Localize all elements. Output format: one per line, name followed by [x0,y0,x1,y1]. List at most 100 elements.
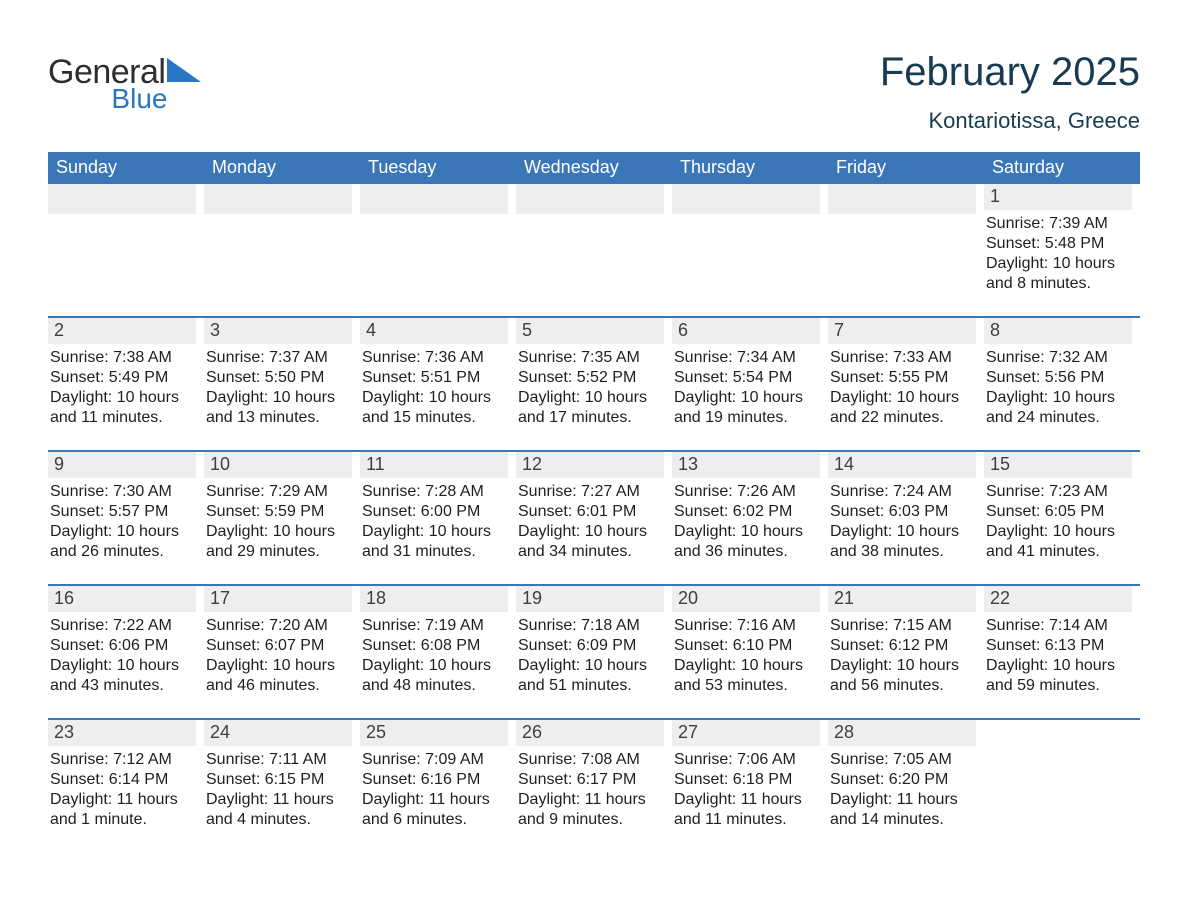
sunset-text: Sunset: 6:15 PM [206,770,352,790]
daylight-text: Daylight: 10 hours and 41 minutes. [986,522,1132,562]
daylight-text: Daylight: 11 hours and 1 minute. [50,790,196,830]
sunset-text: Sunset: 6:09 PM [518,636,664,656]
location-subtitle: Kontariotissa, Greece [880,108,1140,134]
sunrise-text: Sunrise: 7:23 AM [986,482,1132,502]
sunset-text: Sunset: 5:57 PM [50,502,196,522]
day-details: Sunrise: 7:22 AMSunset: 6:06 PMDaylight:… [48,616,196,696]
sunset-text: Sunset: 6:18 PM [674,770,820,790]
calendar-cell: 15Sunrise: 7:23 AMSunset: 6:05 PMDayligh… [984,452,1140,562]
calendar-rows: 1Sunrise: 7:39 AMSunset: 5:48 PMDaylight… [48,184,1140,830]
sunset-text: Sunset: 5:54 PM [674,368,820,388]
sunset-text: Sunset: 6:14 PM [50,770,196,790]
daylight-text: Daylight: 10 hours and 19 minutes. [674,388,820,428]
sunrise-text: Sunrise: 7:05 AM [830,750,976,770]
day-number-strip: 8 [984,318,1132,344]
brand-text: General Blue [48,56,165,113]
calendar-cell: 6 Sunrise: 7:34 AMSunset: 5:54 PMDaylight… [672,318,828,428]
calendar-cell: 9Sunrise: 7:30 AMSunset: 5:57 PMDaylight… [48,452,204,562]
day-number-strip: 7 [828,318,976,344]
daylight-text: Daylight: 10 hours and 26 minutes. [50,522,196,562]
calendar-cell: 10Sunrise: 7:29 AMSunset: 5:59 PMDayligh… [204,452,360,562]
calendar-cell: 11Sunrise: 7:28 AMSunset: 6:00 PMDayligh… [360,452,516,562]
calendar-cell: 2Sunrise: 7:38 AMSunset: 5:49 PMDaylight… [48,318,204,428]
sunrise-text: Sunrise: 7:29 AM [206,482,352,502]
calendar-cell: 18Sunrise: 7:19 AMSunset: 6:08 PMDayligh… [360,586,516,696]
sunrise-text: Sunrise: 7:24 AM [830,482,976,502]
sunset-text: Sunset: 6:03 PM [830,502,976,522]
calendar-cell: 21 Sunrise: 7:15 AMSunset: 6:12 PMDayligh… [828,586,984,696]
day-number-strip [984,720,1132,750]
calendar-week: 2Sunrise: 7:38 AMSunset: 5:49 PMDaylight… [48,316,1140,428]
brand-logo: General Blue [48,56,201,113]
day-details: Sunrise: 7:16 AMSunset: 6:10 PMDaylight:… [672,616,820,696]
brand-triangle-icon [167,58,201,87]
day-details: Sunrise: 7:05 AMSunset: 6:20 PMDaylight:… [828,750,976,830]
day-number-strip: 10 [204,452,352,478]
daylight-text: Daylight: 11 hours and 4 minutes. [206,790,352,830]
day-details: Sunrise: 7:30 AMSunset: 5:57 PMDaylight:… [48,482,196,562]
sunrise-text: Sunrise: 7:37 AM [206,348,352,368]
daylight-text: Daylight: 10 hours and 38 minutes. [830,522,976,562]
day-number-strip [360,184,508,214]
day-number-strip: 6 [672,318,820,344]
daylight-text: Daylight: 11 hours and 14 minutes. [830,790,976,830]
day-number-strip: 4 [360,318,508,344]
day-number-strip [672,184,820,214]
day-details: Sunrise: 7:15 AMSunset: 6:12 PMDaylight:… [828,616,976,696]
calendar-cell-empty [828,184,984,294]
sunrise-text: Sunrise: 7:38 AM [50,348,196,368]
daylight-text: Daylight: 10 hours and 53 minutes. [674,656,820,696]
day-details: Sunrise: 7:37 AMSunset: 5:50 PMDaylight:… [204,348,352,428]
daylight-text: Daylight: 10 hours and 13 minutes. [206,388,352,428]
page-header: General Blue February 2025 Kontariotissa… [48,50,1140,134]
sunrise-text: Sunrise: 7:20 AM [206,616,352,636]
day-number-strip: 2 [48,318,196,344]
day-number-strip: 28 [828,720,976,746]
sunrise-text: Sunrise: 7:09 AM [362,750,508,770]
day-details: Sunrise: 7:33 AMSunset: 5:55 PMDaylight:… [828,348,976,428]
day-number-strip: 16 [48,586,196,612]
daylight-text: Daylight: 10 hours and 17 minutes. [518,388,664,428]
day-number-strip: 22 [984,586,1132,612]
calendar-cell: 5Sunrise: 7:35 AMSunset: 5:52 PMDaylight… [516,318,672,428]
sunset-text: Sunset: 5:50 PM [206,368,352,388]
day-details: Sunrise: 7:24 AMSunset: 6:03 PMDaylight:… [828,482,976,562]
sunrise-text: Sunrise: 7:32 AM [986,348,1132,368]
daylight-text: Daylight: 11 hours and 11 minutes. [674,790,820,830]
calendar-cell: 25Sunrise: 7:09 AMSunset: 6:16 PMDayligh… [360,720,516,830]
calendar-cell: 14Sunrise: 7:24 AMSunset: 6:03 PMDayligh… [828,452,984,562]
sunrise-text: Sunrise: 7:36 AM [362,348,508,368]
calendar-page: General Blue February 2025 Kontariotissa… [0,0,1188,918]
daylight-text: Daylight: 10 hours and 51 minutes. [518,656,664,696]
sunset-text: Sunset: 6:20 PM [830,770,976,790]
daylight-text: Daylight: 10 hours and 59 minutes. [986,656,1132,696]
sunrise-text: Sunrise: 7:12 AM [50,750,196,770]
sunrise-text: Sunrise: 7:33 AM [830,348,976,368]
day-number-strip: 11 [360,452,508,478]
sunrise-text: Sunrise: 7:11 AM [206,750,352,770]
sunrise-text: Sunrise: 7:08 AM [518,750,664,770]
calendar-cell-empty [516,184,672,294]
sunset-text: Sunset: 6:16 PM [362,770,508,790]
day-details: Sunrise: 7:19 AMSunset: 6:08 PMDaylight:… [360,616,508,696]
sunrise-text: Sunrise: 7:39 AM [986,214,1132,234]
daylight-text: Daylight: 10 hours and 15 minutes. [362,388,508,428]
sunrise-text: Sunrise: 7:18 AM [518,616,664,636]
daylight-text: Daylight: 10 hours and 34 minutes. [518,522,664,562]
daylight-text: Daylight: 10 hours and 24 minutes. [986,388,1132,428]
daylight-text: Daylight: 10 hours and 43 minutes. [50,656,196,696]
sunset-text: Sunset: 5:55 PM [830,368,976,388]
day-number-strip: 21 [828,586,976,612]
day-number-strip: 26 [516,720,664,746]
calendar-cell: 19Sunrise: 7:18 AMSunset: 6:09 PMDayligh… [516,586,672,696]
day-details: Sunrise: 7:34 AMSunset: 5:54 PMDaylight:… [672,348,820,428]
calendar-week: 1Sunrise: 7:39 AMSunset: 5:48 PMDaylight… [48,184,1140,294]
sunset-text: Sunset: 5:52 PM [518,368,664,388]
day-number-strip: 24 [204,720,352,746]
sunset-text: Sunset: 6:10 PM [674,636,820,656]
day-number-strip [516,184,664,214]
day-number-strip: 17 [204,586,352,612]
sunset-text: Sunset: 6:13 PM [986,636,1132,656]
day-number-strip: 25 [360,720,508,746]
calendar-cell: 4Sunrise: 7:36 AMSunset: 5:51 PMDaylight… [360,318,516,428]
